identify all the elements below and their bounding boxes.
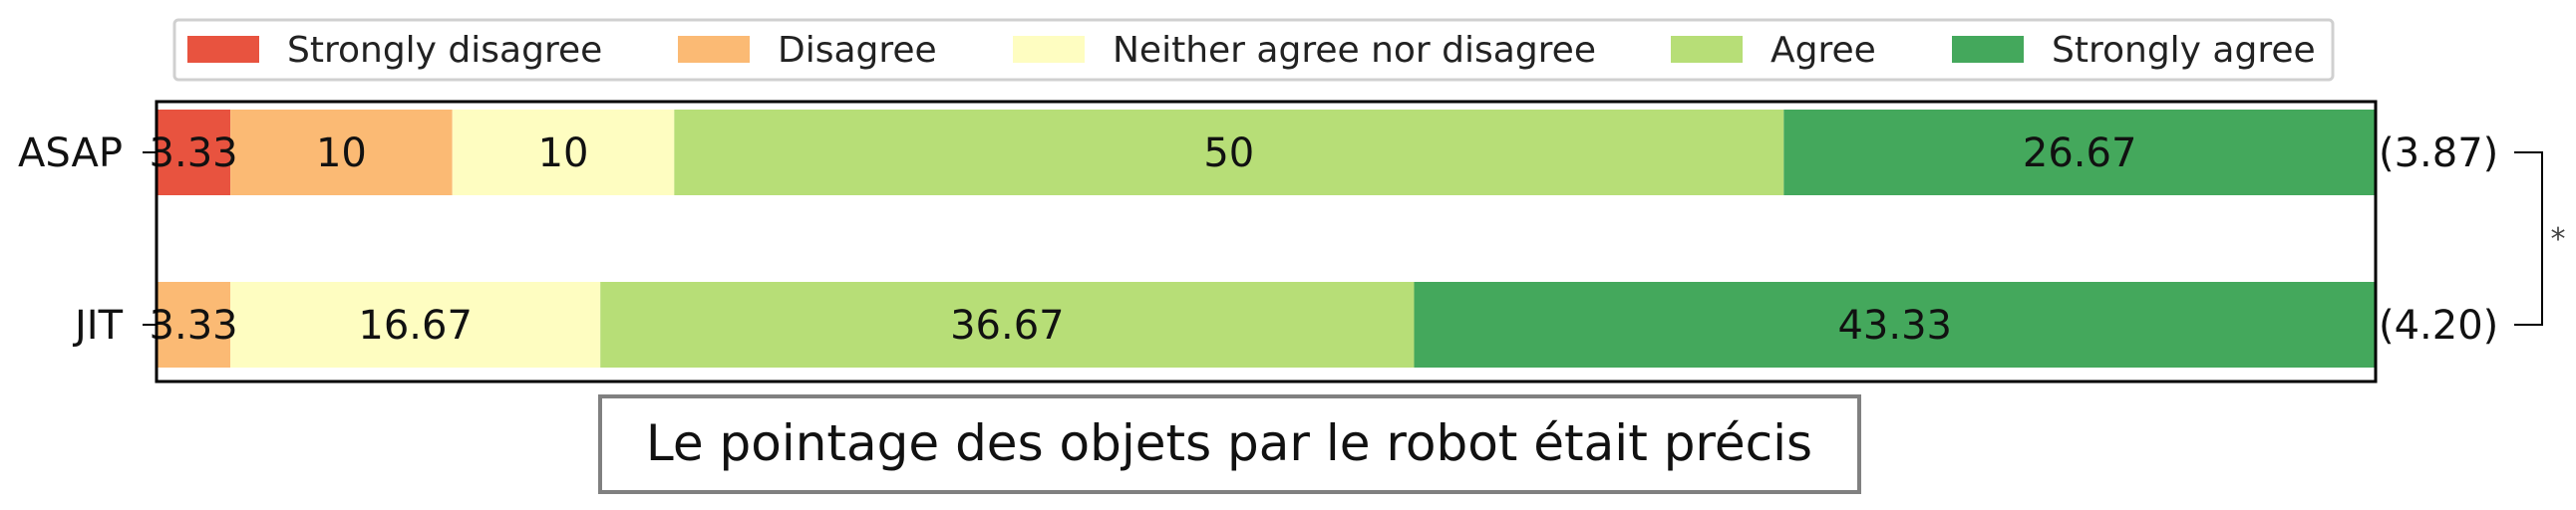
plot-frame bbox=[155, 100, 2378, 383]
caption: Le pointage des objets par le robot étai… bbox=[598, 394, 1861, 494]
bar-jit-strongly-agree bbox=[1414, 282, 2376, 368]
significance-bracket bbox=[2514, 151, 2543, 326]
legend-label-agree: Agree bbox=[1771, 30, 1876, 71]
data-label-asap-strongly-disagree: 3.33 bbox=[150, 130, 238, 176]
data-label-asap-neither-agree-nor-disagree: 10 bbox=[538, 130, 589, 176]
mean-label-asap: (3.87) bbox=[2379, 130, 2498, 176]
significance-marker: * bbox=[2551, 222, 2566, 257]
legend-label-disagree: Disagree bbox=[778, 30, 937, 71]
legend-label-neither-agree-nor-disagree: Neither agree nor disagree bbox=[1113, 30, 1596, 71]
legend-label-strongly-agree: Strongly agree bbox=[2052, 30, 2316, 71]
plot-area: 3.33 10 10 50 26.67 ASAP (3.87) 3.33 16.67 36.67 4… bbox=[18, 100, 2566, 383]
bar-jit-disagree bbox=[157, 282, 231, 368]
mean-label-jit: (4.20) bbox=[2379, 303, 2498, 349]
bar-asap-neither-agree-nor-disagree bbox=[452, 110, 675, 195]
y-tick-label-jit: JIT bbox=[72, 303, 124, 349]
legend-swatch-strongly-disagree bbox=[187, 36, 259, 63]
legend-frame bbox=[172, 18, 2335, 82]
data-label-jit-strongly-agree: 43.33 bbox=[1837, 303, 1952, 349]
y-tick-label-asap: ASAP bbox=[18, 130, 123, 176]
legend-swatch-strongly-agree bbox=[1952, 36, 2024, 63]
data-label-jit-disagree: 3.33 bbox=[150, 303, 238, 349]
bar-asap-disagree bbox=[230, 110, 453, 195]
data-label-jit-neither-agree-nor-disagree: 16.67 bbox=[358, 303, 473, 349]
data-label-asap-agree: 50 bbox=[1203, 130, 1254, 176]
data-label-jit-agree: 36.67 bbox=[950, 303, 1065, 349]
legend-swatch-disagree bbox=[678, 36, 750, 63]
data-label-asap-strongly-agree: 26.67 bbox=[2023, 130, 2137, 176]
legend-swatch-agree bbox=[1671, 36, 1743, 63]
legend: Strongly disagree Disagree Neither agree n… bbox=[172, 18, 2335, 82]
bar-asap-strongly-agree bbox=[1783, 110, 2376, 195]
bar-jit-agree bbox=[600, 282, 1415, 368]
legend-label-strongly-disagree: Strongly disagree bbox=[287, 30, 602, 71]
legend-swatch-neither-agree-nor-disagree bbox=[1013, 36, 1085, 63]
bar-asap-agree bbox=[674, 110, 1784, 195]
bar-jit-neither-agree-nor-disagree bbox=[230, 282, 601, 368]
caption-frame bbox=[598, 394, 1861, 494]
bar-asap-strongly-disagree bbox=[157, 110, 231, 195]
data-label-asap-disagree: 10 bbox=[316, 130, 367, 176]
caption-text: Le pointage des objets par le robot étai… bbox=[646, 414, 1812, 472]
